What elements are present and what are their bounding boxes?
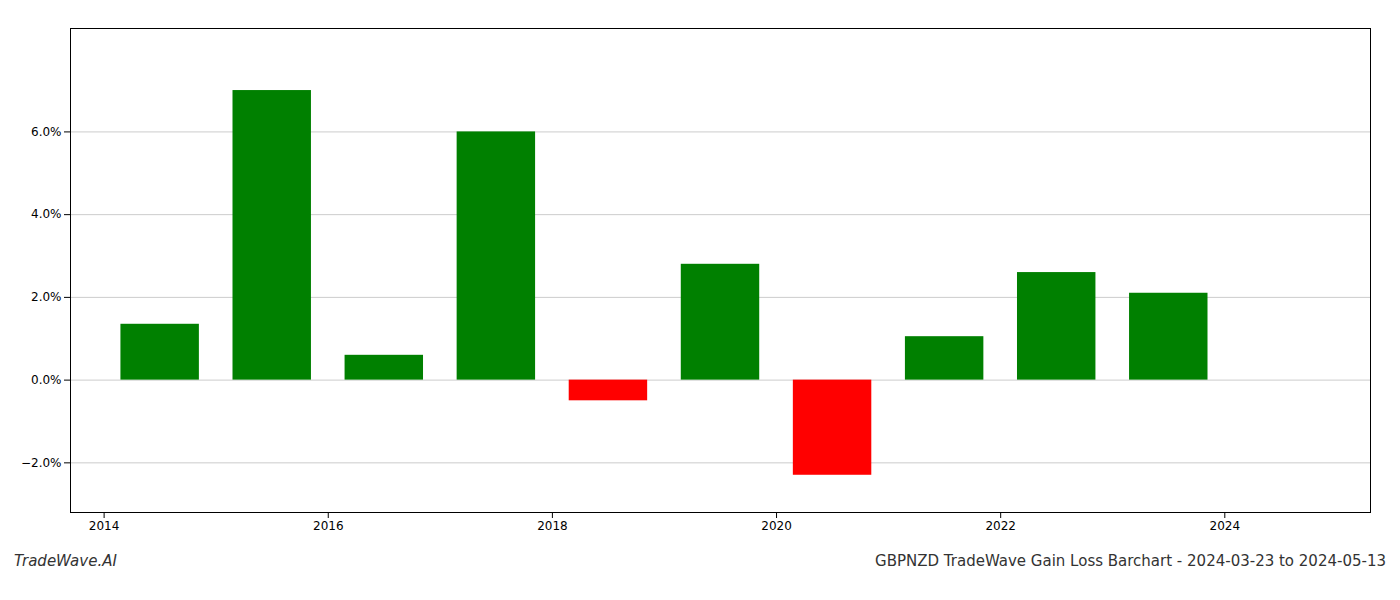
svg-text:2024: 2024 [1210, 519, 1241, 533]
svg-text:2.0%: 2.0% [31, 290, 62, 304]
html-text:GBPNZD TradeWave Gain Loss Bar: GBPNZD TradeWave Gain Loss Barchart - 20… [875, 552, 1386, 570]
svg-text:4.0%: 4.0% [31, 207, 62, 221]
svg-text:6.0%: 6.0% [31, 125, 62, 139]
svg-text:2014: 2014 [89, 519, 120, 533]
html-text:TradeWave.AI: TradeWave.AI [14, 552, 117, 570]
svg-text:0.0%: 0.0% [31, 373, 62, 387]
svg-text:2022: 2022 [985, 519, 1016, 533]
svg-text:2018: 2018 [537, 519, 568, 533]
svg-text:2016: 2016 [313, 519, 344, 533]
svg-text:−2.0%: −2.0% [21, 456, 62, 470]
svg-text:2020: 2020 [761, 519, 792, 533]
